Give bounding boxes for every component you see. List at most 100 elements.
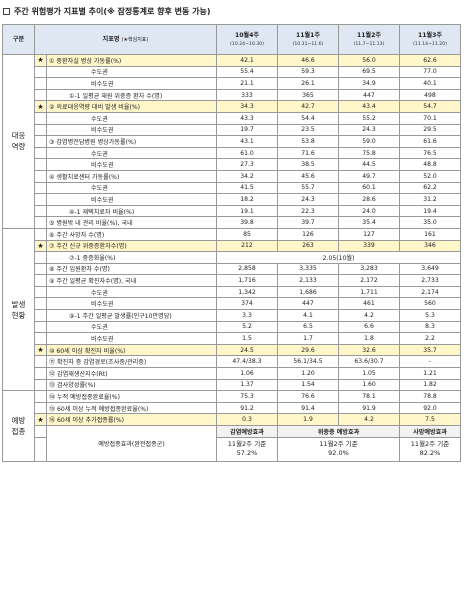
table-row: 수도권 5.2 6.5 6.6 8.3 <box>3 320 461 334</box>
star-cell <box>34 297 47 311</box>
table-row: 비수도권 27.3 38.5 44.5 48.8 <box>3 158 461 171</box>
star-cell <box>34 320 47 334</box>
value-cell: 19.1 <box>216 204 278 218</box>
value-cell: 1,711 <box>338 285 400 299</box>
page-title: 주간 위험평가 지표별 추이(※ 잠정통계로 향후 변동 가능) <box>3 4 211 18</box>
value-cell: 263 <box>277 239 339 253</box>
star-cell <box>34 111 47 125</box>
indicator-label: ⑥ 주간 사망자 수(명) <box>46 227 217 241</box>
indicator-label: ⑮ 60세 이상 누적 예방접종완료율(%) <box>46 401 217 415</box>
header-week-3: 11월2주 (11.7~11.13) <box>338 24 400 55</box>
indicator-label: ⑬ 검사양성률(%) <box>46 378 217 392</box>
value-cell: 55.7 <box>277 181 339 195</box>
header-indicator: 지표명 (★핵심지표) <box>34 24 217 55</box>
table-row: 비수도권 19.7 23.5 24.3 29.5 <box>3 123 461 137</box>
risk-indicator-table: 구분 지표명 (★핵심지표) 10월4주 (10.24~10.30) 11월1주 (… <box>2 24 461 462</box>
key-indicator-star-icon: ★ <box>34 54 47 67</box>
group-label-vaccination: 예방 접종 <box>2 390 35 462</box>
value-cell: 1,686 <box>277 285 339 299</box>
table-header-row: 구분 지표명 (★핵심지표) 10월4주 (10.24~10.30) 11월1주 (… <box>2 24 461 55</box>
effect-value-row: 11월2주 기준 57.2% 11월2주 기준 92.0% 11월2주 기준 82.2% <box>3 436 461 462</box>
value-cell: 1,342 <box>216 285 278 299</box>
value-cell: 1.5 <box>216 332 278 345</box>
value-cell: 43.4 <box>338 100 400 113</box>
key-indicator-star-icon: ★ <box>34 343 47 357</box>
value-cell: 8.3 <box>399 320 461 334</box>
value-cell: 85 <box>216 227 278 241</box>
star-cell <box>34 262 47 276</box>
value-cell: 60.1 <box>338 181 400 195</box>
indicator-label: ⑯ 60세 이상 추가접종률(%) <box>46 413 217 426</box>
table-row: 비수도권 18.2 24.3 28.6 31.2 <box>3 193 461 206</box>
header-week-4: 11월3주 (11.14~11.20) <box>399 24 461 55</box>
week-name: 11월2주 <box>357 31 381 39</box>
table-body: 대응 역량 ★ ① 중환자실 병상 가동률(%) 42.1 46.6 56.0 62.6 수도… <box>2 54 461 462</box>
value-cell: 2,858 <box>216 262 278 276</box>
value-cell: 54.7 <box>399 100 461 113</box>
value-cell: 78.8 <box>399 390 461 403</box>
star-cell <box>34 158 47 171</box>
value-cell: 71.6 <box>277 146 339 160</box>
table-row: 수도권 1,342 1,686 1,711 2,174 <box>3 285 461 299</box>
table-row: 수도권 41.5 55.7 60.1 62.2 <box>3 181 461 195</box>
star-cell <box>34 425 47 438</box>
value-cell: 1.20 <box>277 367 339 380</box>
table-row: ⑬ 검사양성률(%) 1.37 1.54 1.60 1.82 <box>3 378 461 392</box>
value-cell: 61.6 <box>399 135 461 148</box>
square-bullet-icon <box>3 7 10 15</box>
table-row: 예방 접종 ⑭ 누적 예방접종완료율(%) 75.3 76.6 78.1 78.8 <box>2 390 461 462</box>
value-cell: 91.9 <box>338 401 400 415</box>
table-row: 비수도권 374 447 461 560 <box>3 297 461 311</box>
table-row: 발생 현황 ⑥ 주간 사망자 수(명) 85 126 127 161 <box>2 227 461 392</box>
table-row: ★ ② 의료대응역량 대비 발생 비율(%) 34.3 42.7 43.4 54.7 <box>3 100 461 113</box>
value-cell: 1.7 <box>277 332 339 345</box>
value-cell: 91.4 <box>277 401 339 415</box>
header-week-2: 11월1주 (10.31~11.6) <box>277 24 339 55</box>
value-cell: 46.6 <box>277 54 339 67</box>
effect-value: 92.0% <box>328 449 349 458</box>
value-cell: 61.0 <box>216 146 278 160</box>
value-cell: 1.9 <box>277 413 339 426</box>
effect-basis: 11월2주 기준 <box>410 440 450 449</box>
value-cell: 29.5 <box>399 123 461 137</box>
value-cell: 78.1 <box>338 390 400 403</box>
indicator-label: ③ 감염병전담병원 병상가동률(%) <box>46 135 217 148</box>
week-name: 11월1주 <box>296 31 320 39</box>
effect-header-cell: 사망예방효과 <box>399 425 461 438</box>
value-cell: 27.3 <box>216 158 278 171</box>
value-cell: 38.5 <box>277 158 339 171</box>
value-cell: 28.6 <box>338 193 400 206</box>
indicator-label: ⑤ 병원밖 내 관리 비율(%), 국내 <box>46 216 217 229</box>
value-cell: 48.8 <box>399 158 461 171</box>
value-cell: - <box>399 355 461 369</box>
value-cell: 75.3 <box>216 390 278 403</box>
effect-header-cell: 위중증 예방효과 <box>277 425 400 438</box>
value-cell: 339 <box>338 239 400 253</box>
value-cell: 47.4/38.3 <box>216 355 278 369</box>
value-cell: 32.6 <box>338 343 400 357</box>
value-cell: 56.1/34.5 <box>277 355 339 369</box>
table-row: ①-1 일평균 재원 위중증 환자 수(명) 333 365 447 498 <box>3 88 461 102</box>
table-row: ★ ⑯ 60세 이상 추가접종률(%) 0.3 1.9 4.2 7.5 <box>3 413 461 426</box>
value-cell: 3,283 <box>338 262 400 276</box>
group-label-occurrence: 발생 현황 <box>2 227 35 392</box>
indicator-label: 수도권 <box>46 320 217 334</box>
effect-header-cell: 감염예방효과 <box>216 425 278 438</box>
indicator-label: 수도권 <box>46 285 217 299</box>
indicator-label: 수도권 <box>46 65 217 79</box>
value-cell: 24.3 <box>338 123 400 137</box>
week-range: (11.7~11.13) <box>353 41 385 47</box>
value-cell: 77.0 <box>399 65 461 79</box>
indicator-label: 수도권 <box>46 146 217 160</box>
star-cell <box>34 367 47 380</box>
table-row: 비수도권 21.1 26.1 34.9 40.1 <box>3 77 461 90</box>
value-cell: 35.7 <box>399 343 461 357</box>
table-row: ⑫ 감염재생산지수(Rt) 1.06 1.20 1.05 1.21 <box>3 367 461 380</box>
value-cell: 5.3 <box>399 309 461 322</box>
value-cell: 59.3 <box>277 65 339 79</box>
week-name: 11월3주 <box>418 31 442 39</box>
value-cell: 333 <box>216 88 278 102</box>
value-cell: 59.0 <box>338 135 400 148</box>
value-cell: 44.5 <box>338 158 400 171</box>
star-cell <box>34 65 47 79</box>
